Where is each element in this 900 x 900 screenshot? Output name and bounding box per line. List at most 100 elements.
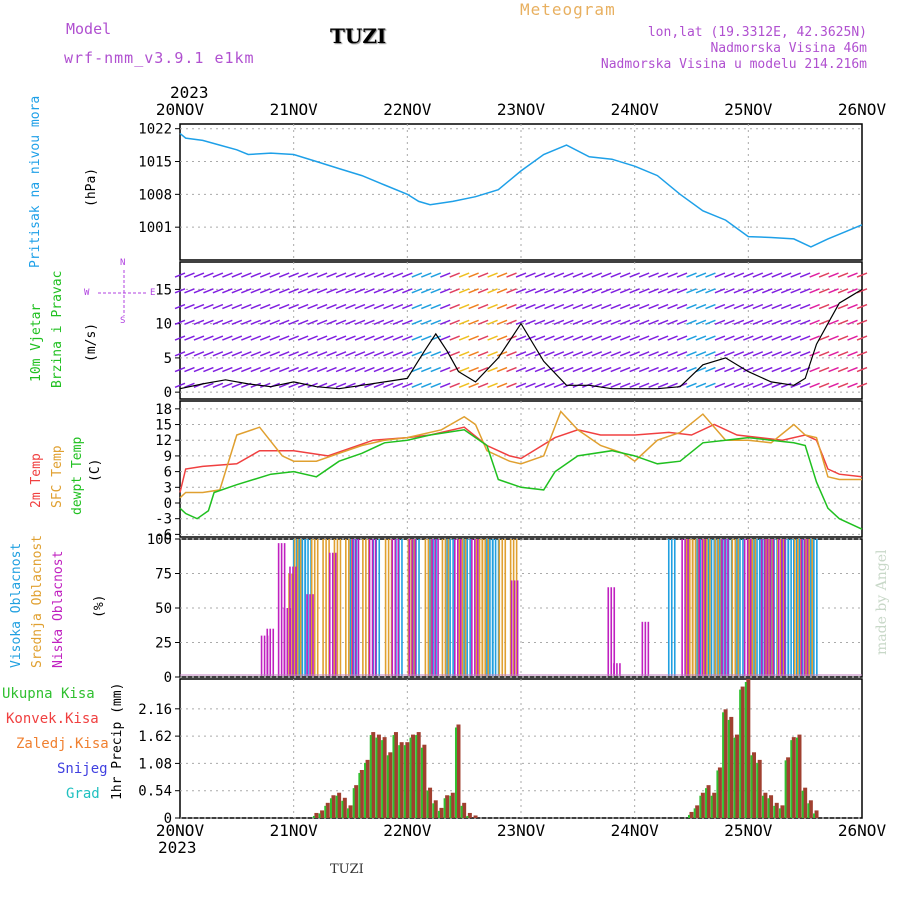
wind-arrow [534,335,546,341]
wind-arrow [193,288,205,294]
wind-arrow [354,319,366,325]
precip-bar-total [341,800,344,818]
wind-arrow [174,272,186,278]
xtick-label-top: 24NOV [611,100,660,119]
wind-arrow [638,288,650,294]
precip-bar-total [466,815,469,818]
wind-arrow [818,288,830,294]
wind-arrow [477,351,489,357]
wind-arrow [591,303,603,310]
wind-arrow [184,382,195,388]
wind-arrow [496,351,508,357]
wind-arrow [458,319,470,325]
wind-arrow [837,335,849,341]
wind-arrow [515,319,527,325]
wind-ylabel-1: 10m Vjetar [29,303,44,382]
wind-arrow [799,351,811,357]
wind-arrow [411,303,423,310]
model-name: wrf-nmm_v3.9.1 e1km [64,49,255,67]
wind-arrow [648,288,659,294]
cloud-ylabel-low: Niska Oblacnost [51,550,66,668]
wind-arrow [525,335,536,341]
wind-arrow [809,351,820,357]
wind-arrow [364,288,375,294]
wind-arrow [373,366,385,373]
precip-bar-total [454,727,457,818]
wind-arrow [411,288,423,294]
wind-arrow [799,382,811,388]
wind-arrow [563,288,574,294]
xtick-label-top: 20NOV [156,100,205,119]
wind-arrow [326,319,337,325]
wind-arrow [250,288,262,294]
wind-arrow [184,335,195,341]
wind-arrow [184,303,195,310]
wind-arrow [392,335,404,341]
wind-arrow [307,319,318,325]
wind-arrow [780,351,792,357]
wind-arrow [468,272,479,278]
wind-ylabel-2: Brzina i Pravac [50,270,65,388]
precip-bar-total [335,795,338,818]
precip-bar-convective [786,757,791,818]
wind-arrow [847,335,858,341]
wind-arrow [487,288,498,294]
wind-arrow [231,351,243,357]
wind-arrow [752,351,764,357]
wind-arrow [383,366,394,373]
wind-arrow [809,319,820,325]
wind-arrow [288,366,299,373]
wind-arrow [799,288,811,294]
wind-arrow [686,319,697,325]
wind-arrow [345,272,356,278]
wind-arrow [582,319,593,325]
precip-bar-convective [712,792,717,818]
wind-arrow [392,272,404,278]
precip-bar-convective [763,792,768,818]
wind-arrow [534,366,546,373]
precip-bar-convective [689,811,694,818]
wind-arrow [534,288,546,294]
wind-arrow [525,303,536,310]
wind-arrow [487,366,498,373]
wind-arrow [619,288,631,294]
wind-arrow [297,288,309,294]
wind-arrow [771,335,783,341]
wind-arrow [752,272,764,278]
wind-arrow [695,366,707,373]
wind-arrow [468,366,479,373]
wind-arrow [847,303,858,310]
wind-arrow [383,335,394,341]
model-label: Model [66,20,112,38]
ytick-label: 5 [164,351,172,367]
wind-arrow [771,382,783,388]
precip-bar-total [716,770,719,818]
wind-arrow [174,351,186,357]
wind-arrow [818,382,830,388]
precip-bar-total [744,682,747,818]
wind-arrow [676,351,688,357]
wind-arrow [582,288,593,294]
wind-arrow [724,288,735,294]
wind-arrow [184,366,195,373]
wind-arrow [686,272,697,278]
wind-arrow [420,366,432,373]
wind-arrow [468,303,479,310]
ytick-label: 0 [164,496,172,512]
wind-arrow [506,303,517,310]
xtick-label-bottom: 23NOV [497,821,546,840]
precip-bar-convective [717,767,722,818]
wind-arrow [345,366,356,373]
wind-arrow [695,303,707,310]
precip-bar-total [415,735,418,818]
wind-arrow [297,382,309,388]
legend-total-rain: Ukupna Kisa [2,686,95,702]
wind-arrow [373,319,385,325]
ytick-label: 0 [164,670,172,686]
precip-bar-convective [399,742,404,818]
wind-arrow [297,319,309,325]
precip-bar-convective [740,686,745,818]
precip-bar-convective [734,734,739,818]
wind-arrow [259,303,271,310]
